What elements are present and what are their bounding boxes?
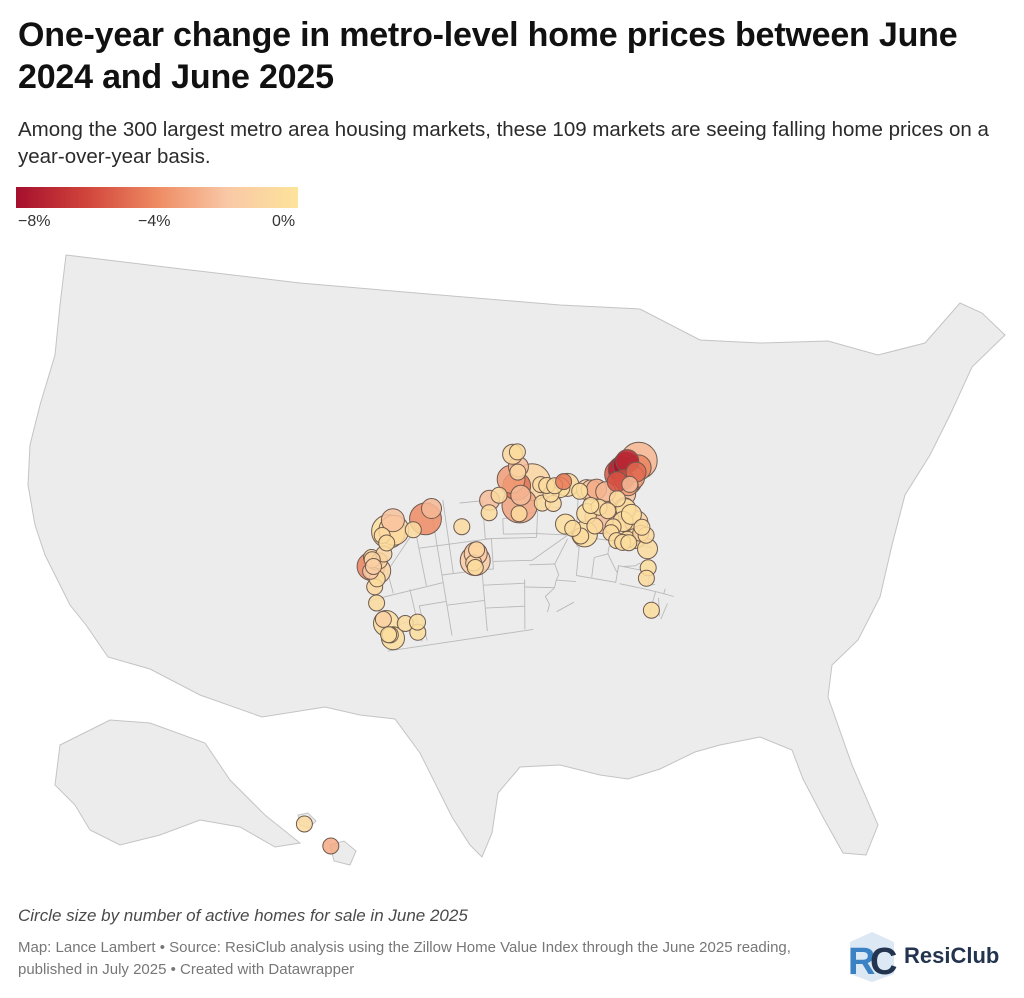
market-bubble[interactable] — [466, 559, 484, 576]
state-border-line — [575, 545, 580, 576]
state-border-line — [536, 533, 567, 536]
market-bubble[interactable] — [409, 613, 426, 631]
state-border-line — [483, 582, 526, 586]
legend-label-mid: −4% — [138, 213, 171, 230]
state-border-line — [623, 562, 641, 567]
market-bubble[interactable] — [621, 475, 639, 493]
state-border-line — [442, 499, 454, 574]
state-border-line — [503, 533, 538, 535]
market-bubble[interactable] — [599, 502, 617, 520]
market-bubble[interactable] — [368, 594, 386, 612]
market-bubble[interactable] — [620, 534, 638, 552]
conus-landmass — [27, 254, 1006, 858]
state-border-line — [544, 587, 555, 613]
resiclub-logo-mark: R C — [848, 932, 897, 983]
market-bubble[interactable] — [509, 463, 527, 481]
state-border-line — [485, 605, 525, 609]
logo-letter-c: C — [870, 941, 897, 983]
market-bubble[interactable] — [510, 505, 528, 523]
land-shapes — [27, 254, 1006, 866]
market-bubble[interactable] — [480, 504, 498, 522]
market-bubble[interactable] — [508, 443, 526, 461]
legend-label-max: 0% — [272, 213, 296, 230]
market-bubble[interactable] — [637, 569, 655, 587]
market-bubble[interactable] — [378, 534, 396, 552]
state-borders — [368, 483, 674, 652]
page-title: One-year change in metro-level home pric… — [18, 16, 958, 96]
market-bubble[interactable] — [380, 626, 398, 644]
market-bubble[interactable] — [365, 558, 382, 575]
state-border-line — [531, 534, 569, 561]
color-legend: −8% −4% 0% — [16, 187, 299, 235]
state-border-line — [594, 553, 618, 573]
state-border-line — [387, 628, 534, 652]
market-bubble[interactable] — [404, 521, 422, 539]
us-map — [0, 245, 1024, 885]
market-bubble[interactable] — [571, 482, 589, 500]
source-credit: Map: Lance Lambert • Source: ResiClub an… — [18, 939, 791, 978]
market-bubble[interactable] — [468, 541, 486, 559]
state-border-line — [660, 603, 668, 620]
state-border-line — [446, 599, 485, 606]
market-bubble[interactable] — [322, 837, 340, 855]
state-border-line — [491, 536, 537, 540]
state-border-line — [663, 593, 674, 597]
market-bubble[interactable] — [453, 518, 471, 536]
market-bubble[interactable] — [582, 497, 600, 514]
resiclub-logo: R C ResiClub — [846, 930, 1016, 984]
state-border-line — [554, 538, 569, 588]
legend-label-min: −8% — [18, 213, 51, 230]
market-bubble[interactable] — [295, 815, 313, 833]
state-border-line — [556, 601, 575, 613]
market-bubbles — [295, 441, 660, 855]
market-bubble[interactable] — [510, 484, 532, 506]
state-border-line — [616, 565, 620, 573]
market-bubble[interactable] — [642, 601, 660, 619]
market-bubble[interactable] — [564, 519, 582, 537]
alaska-landmass — [54, 719, 302, 848]
size-note: Circle size by number of active homes fo… — [18, 906, 468, 925]
logo-wordmark: ResiClub — [904, 943, 1000, 968]
map-canvas — [27, 254, 1006, 866]
state-border-line — [492, 559, 533, 562]
legend-gradient-bar — [16, 187, 298, 208]
market-bubble[interactable] — [374, 610, 392, 628]
state-border-line — [576, 575, 616, 583]
state-border-line — [418, 538, 492, 549]
market-bubble[interactable] — [620, 503, 642, 525]
state-border-line — [415, 533, 427, 586]
market-bubble[interactable] — [421, 498, 442, 519]
state-border-line — [619, 583, 655, 592]
market-bubble[interactable] — [380, 508, 405, 533]
page-subtitle: Among the 300 largest metro area housing… — [18, 118, 989, 168]
state-border-line — [591, 557, 595, 578]
market-bubble[interactable] — [608, 490, 626, 508]
market-bubble[interactable] — [633, 518, 651, 536]
market-bubble[interactable] — [490, 486, 508, 504]
market-bubble[interactable] — [555, 473, 573, 491]
logo-letter-r: R — [848, 941, 875, 983]
market-bubble[interactable] — [586, 517, 604, 535]
state-border-line — [529, 563, 555, 566]
state-border-line — [525, 586, 555, 589]
state-border-line — [556, 579, 576, 583]
